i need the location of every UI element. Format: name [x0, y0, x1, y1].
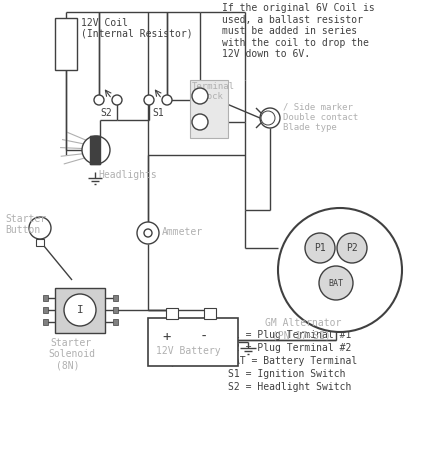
- Text: P1: P1: [314, 243, 326, 253]
- Text: Double contact: Double contact: [283, 113, 358, 122]
- Circle shape: [144, 229, 152, 237]
- Circle shape: [82, 136, 110, 164]
- Text: I: I: [76, 305, 83, 315]
- Text: Button: Button: [5, 225, 40, 235]
- Circle shape: [192, 114, 208, 130]
- Bar: [55, 18, 77, 70]
- Text: Starter: Starter: [5, 214, 46, 224]
- Bar: [190, 80, 228, 138]
- Circle shape: [278, 208, 402, 332]
- Circle shape: [112, 95, 122, 105]
- Bar: [36, 239, 44, 246]
- Circle shape: [94, 95, 104, 105]
- Text: BAT = Battery Terminal: BAT = Battery Terminal: [228, 356, 357, 366]
- Text: (PN 17-SI): (PN 17-SI): [272, 330, 331, 340]
- Circle shape: [144, 95, 154, 105]
- Circle shape: [162, 95, 172, 105]
- Circle shape: [337, 233, 367, 263]
- Circle shape: [305, 233, 335, 263]
- Text: / Side marker: / Side marker: [283, 102, 353, 111]
- Text: -: -: [200, 330, 208, 344]
- Text: If the original 6V Coil is
used, a ballast resistor
must be added in series
with: If the original 6V Coil is used, a balla…: [222, 3, 375, 60]
- Bar: [43, 295, 48, 301]
- Text: Starter: Starter: [50, 338, 91, 348]
- Text: +: +: [162, 330, 170, 344]
- Text: S2: S2: [100, 108, 112, 118]
- Bar: [43, 307, 48, 313]
- Bar: [113, 319, 118, 325]
- Text: GM Alternator: GM Alternator: [265, 318, 341, 328]
- Text: Headlights: Headlights: [98, 170, 157, 180]
- Circle shape: [192, 88, 208, 104]
- Circle shape: [261, 111, 275, 125]
- Bar: [43, 319, 48, 325]
- Bar: [55, 288, 105, 333]
- Circle shape: [29, 217, 51, 239]
- Text: S1: S1: [152, 108, 164, 118]
- Bar: [90, 136, 100, 164]
- Text: P2 = Plug Terminal #2: P2 = Plug Terminal #2: [228, 343, 351, 353]
- Text: 12V Coil: 12V Coil: [81, 18, 128, 28]
- Bar: [90, 136, 100, 164]
- Text: S2 = Headlight Switch: S2 = Headlight Switch: [228, 382, 351, 392]
- Text: Blade type: Blade type: [283, 123, 337, 132]
- Bar: [148, 318, 238, 366]
- Text: Terminal: Terminal: [192, 82, 235, 91]
- Circle shape: [319, 266, 353, 300]
- Bar: [113, 295, 118, 301]
- Text: BAT: BAT: [329, 278, 343, 288]
- Text: (8N): (8N): [56, 360, 79, 370]
- Text: (Internal Resistor): (Internal Resistor): [81, 28, 193, 38]
- Bar: [113, 307, 118, 313]
- Circle shape: [137, 222, 159, 244]
- Bar: [204, 308, 216, 319]
- Bar: [166, 308, 178, 319]
- Circle shape: [260, 108, 280, 128]
- Text: P1 = Plug Terminal #1: P1 = Plug Terminal #1: [228, 330, 351, 340]
- Text: S1 = Ignition Switch: S1 = Ignition Switch: [228, 369, 346, 379]
- Text: Solenoid: Solenoid: [48, 349, 95, 359]
- Text: Block: Block: [196, 92, 223, 101]
- Text: Ammeter: Ammeter: [162, 227, 203, 237]
- Circle shape: [64, 294, 96, 326]
- Text: 12V Battery: 12V Battery: [156, 346, 221, 356]
- Text: P2: P2: [346, 243, 358, 253]
